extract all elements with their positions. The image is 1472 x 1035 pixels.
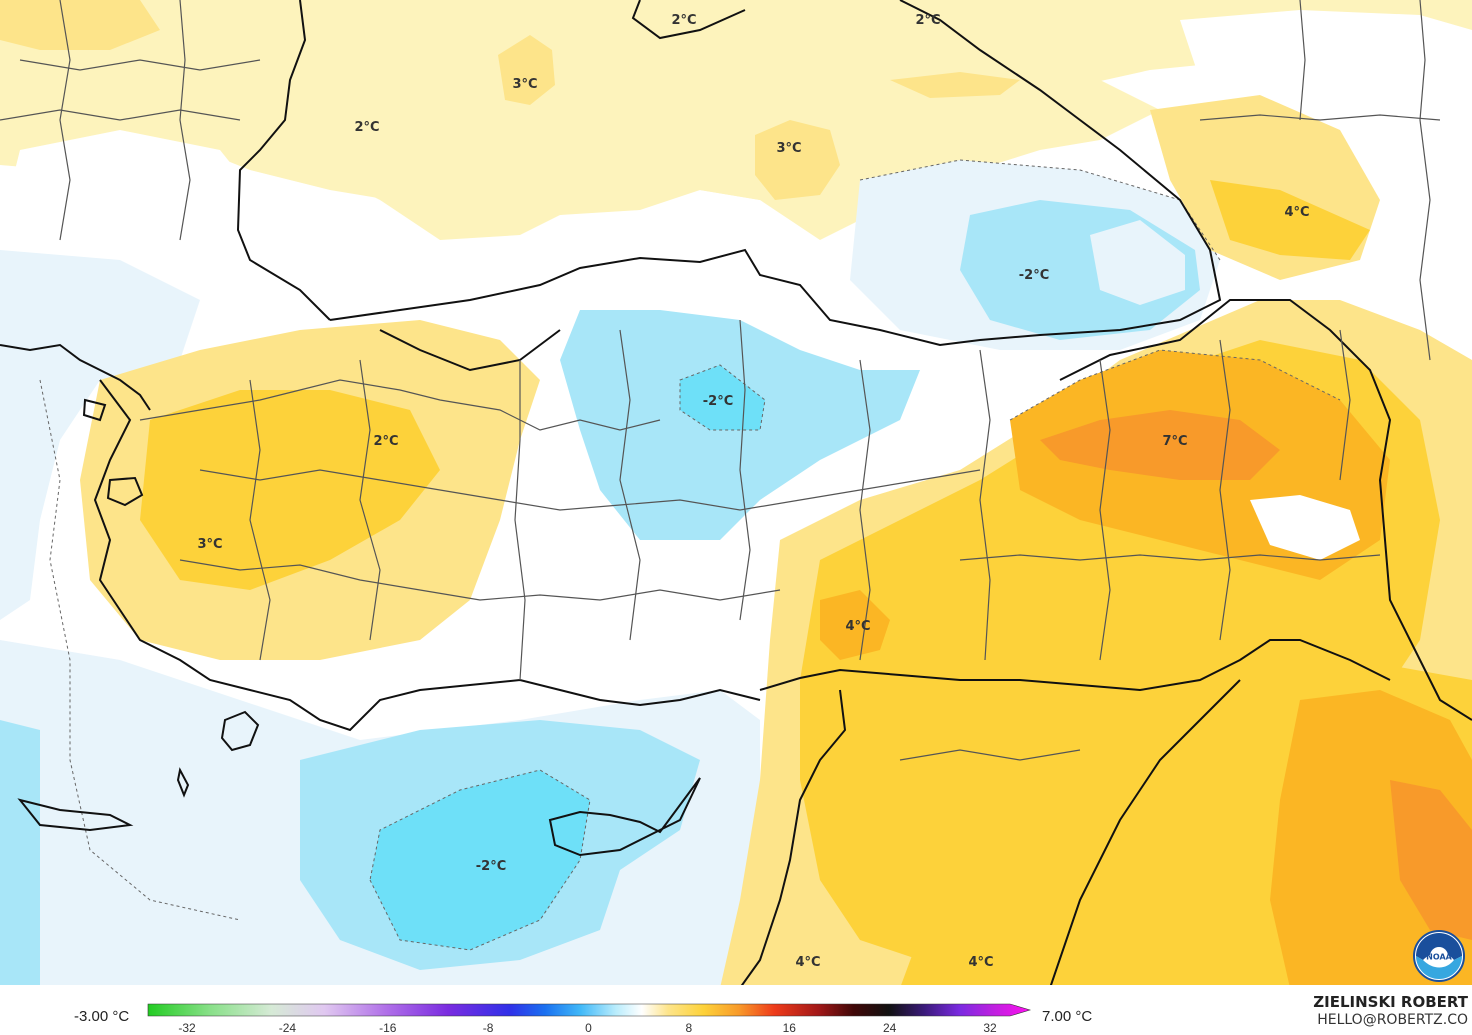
temperature-label: -2°C — [1019, 268, 1049, 283]
temperature-label: 4°C — [1284, 205, 1309, 220]
anomaly-area-east-white — [1250, 495, 1360, 560]
author-email: HELLO@ROBERTZ.CO — [1317, 1012, 1468, 1028]
scale-bar — [147, 1003, 1032, 1017]
temperature-map: 2°C 2°C 3°C 2°C 3°C 4°C -2°C -2°C 2°C 7°C 3°C 4°C -2… — [0, 0, 1472, 988]
anomaly-area-white-ne — [1090, 220, 1185, 305]
scale-tick-label: -32 — [178, 1021, 196, 1035]
anomaly-area-neutral-nw — [10, 130, 260, 270]
noaa-logo: NOAA — [1413, 930, 1465, 982]
anomaly-area-north-white — [1180, 10, 1472, 120]
anomaly-area-sea-yellow — [755, 120, 840, 200]
scale-tick-label: 24 — [883, 1021, 897, 1035]
scale-max-label: 7.00 °C — [1042, 1008, 1093, 1025]
temperature-label: -2°C — [476, 859, 506, 874]
scale-min-label: -3.00 °C — [74, 1008, 130, 1025]
anomaly-area-hatay-orange — [820, 590, 890, 660]
anomaly-area-iraq-dark-orange — [1390, 780, 1472, 940]
legend-footer: -32 -24 -16 -8 0 8 16 24 32 -3.00 °C 7.00 °C ZIE… — [0, 988, 1472, 1035]
temperature-label: 4°C — [845, 619, 870, 634]
temperature-label: 3°C — [512, 77, 537, 92]
scale-tick-label: 0 — [585, 1021, 592, 1035]
scale-tick-label: 32 — [983, 1021, 997, 1035]
scale-ticks: -32 -24 -16 -8 0 8 16 24 32 — [178, 1021, 997, 1035]
scale-tick-label: -8 — [483, 1021, 494, 1035]
scale-tick-label: 16 — [783, 1021, 797, 1035]
author-name: ZIELINSKI ROBERT — [1313, 993, 1468, 1011]
logo-text: NOAA — [1426, 953, 1452, 962]
anomaly-area-blue-west — [0, 250, 200, 620]
temperature-label: 4°C — [968, 955, 993, 970]
temperature-label: -2°C — [703, 394, 733, 409]
temperature-label: 4°C — [795, 955, 820, 970]
scale-tick-label: -24 — [279, 1021, 297, 1035]
anomaly-area-north-2 — [240, 80, 1160, 240]
anomaly-fields — [0, 0, 1472, 988]
color-scale: -32 -24 -16 -8 0 8 16 24 32 — [147, 1003, 1032, 1035]
anomaly-area-northwest-yellow — [0, 0, 160, 50]
scale-tick-label: -16 — [379, 1021, 397, 1035]
anomaly-area-crimea-yellow — [498, 35, 555, 105]
map-canvas: 2°C 2°C 3°C 2°C 3°C 4°C -2°C -2°C 2°C 7°C 3°C 4°C -2… — [0, 0, 1472, 988]
temperature-label: 2°C — [373, 434, 398, 449]
anomaly-area-west-anatolia-2 — [140, 390, 440, 590]
temperature-label: 3°C — [197, 537, 222, 552]
anomaly-area-deep-cyan-med — [370, 770, 590, 950]
temperature-label: 2°C — [671, 13, 696, 28]
province-borders — [0, 0, 1441, 761]
anomaly-area-cyan-crete — [0, 720, 40, 988]
anomaly-area-north-yellow-strip — [890, 72, 1020, 98]
anomaly-area-east-dark-orange — [1040, 410, 1280, 480]
temperature-label: 3°C — [776, 141, 801, 156]
contour-lines — [39, 159, 1341, 951]
temperature-labels: 2°C 2°C 3°C 2°C 3°C 4°C -2°C -2°C 2°C 7°C 3°C 4°C -2… — [197, 13, 1309, 970]
coastlines — [17, 379, 761, 857]
scale-tick-label: 8 — [686, 1021, 693, 1035]
temperature-label: 2°C — [354, 120, 379, 135]
temperature-label: 7°C — [1162, 434, 1187, 449]
temperature-label: 2°C — [915, 13, 940, 28]
country-borders — [0, 0, 1472, 988]
anomaly-area-caucasus-2 — [1210, 180, 1370, 260]
